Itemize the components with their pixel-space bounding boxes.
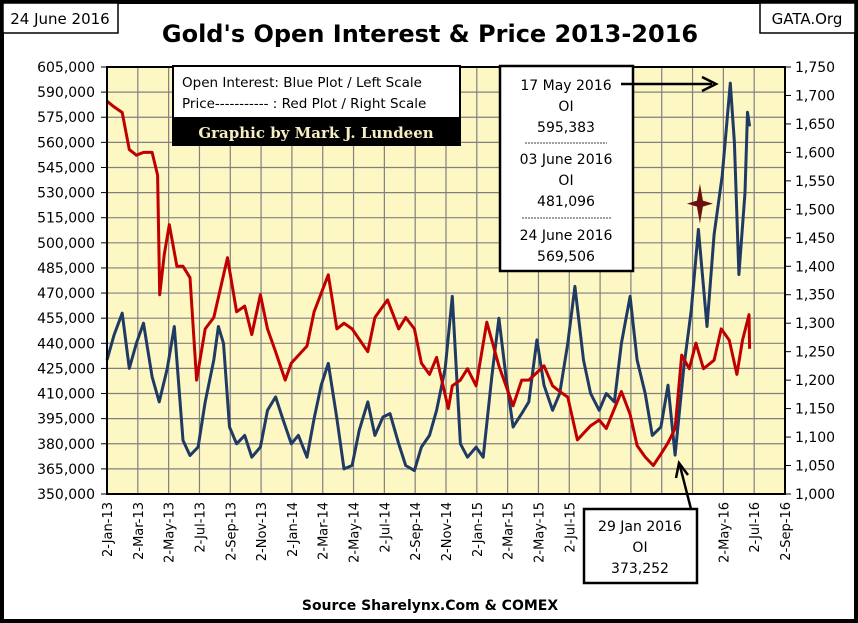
legend-box xyxy=(172,65,461,119)
site-label: GATA.Org xyxy=(772,10,843,28)
ann-june24-value: 569,506 xyxy=(537,249,595,265)
y-right-tick-label: 1,750 xyxy=(795,60,835,76)
x-tick-label: 2-Jul-16 xyxy=(748,502,763,553)
ann-may-value: 595,383 xyxy=(537,120,595,136)
y-left-tick-label: 560,000 xyxy=(37,135,95,151)
y-left-tick-label: 470,000 xyxy=(37,286,95,302)
y-left-tick-label: 440,000 xyxy=(37,336,95,352)
y-left-tick-label: 380,000 xyxy=(37,437,95,453)
annotation-box-low xyxy=(582,507,699,585)
y-axis-labels: 350,000 365,000 380,000 395,000 410,000 425,0… xyxy=(37,60,835,503)
arrow-to-jan-low-icon xyxy=(674,460,693,510)
x-tick-label: 2-Jan-15 xyxy=(471,502,486,557)
y-left-tick-label: 485,000 xyxy=(37,261,95,277)
y-right-tick-label: 1,150 xyxy=(795,402,835,418)
arrow-to-may-peak-icon xyxy=(621,75,719,93)
credit-band xyxy=(172,118,461,146)
x-tick-label: 2-Nov-14 xyxy=(440,502,455,561)
y-right-tick-label: 1,200 xyxy=(795,373,835,389)
ann-may-date: 17 May 2016 xyxy=(520,78,611,94)
x-tick-label: 2-May-14 xyxy=(348,502,363,563)
x-tick-label: 2-Jul-15 xyxy=(563,502,578,553)
y-left-tick-label: 500,000 xyxy=(37,236,95,252)
x-tick-label: 2-Sep-16 xyxy=(779,502,794,561)
y-right-tick-label: 1,350 xyxy=(795,288,835,304)
ann-june3-label: OI xyxy=(558,173,573,189)
report-date: 24 June 2016 xyxy=(10,10,109,28)
x-tick-label: 2-Sep-13 xyxy=(224,502,239,561)
y-right-tick-label: 1,650 xyxy=(795,117,835,133)
source-note: Source Sharelynx.Com & COMEX xyxy=(302,598,558,614)
y-left-tick-label: 425,000 xyxy=(37,361,95,377)
x-tick-label: 2-May-13 xyxy=(163,502,178,563)
y-left-tick-label: 455,000 xyxy=(37,311,95,327)
x-tick-label: 2-Jan-13 xyxy=(101,502,116,557)
site-box xyxy=(759,2,856,34)
y-right-tick-label: 1,700 xyxy=(795,88,835,104)
ann-jan-label: OI xyxy=(632,540,647,556)
y-left-tick-label: 575,000 xyxy=(37,110,95,126)
y-left-tick-label: 530,000 xyxy=(37,186,95,202)
ann-june3-date: 03 June 2016 xyxy=(520,152,613,168)
y-left-tick-label: 545,000 xyxy=(37,160,95,176)
y-right-tick-label: 1,100 xyxy=(795,430,835,446)
ann-june24-date: 24 June 2016 xyxy=(520,228,613,244)
x-tick-label: 2-Mar-15 xyxy=(502,502,517,560)
x-tick-label: 2-Mar-14 xyxy=(317,502,332,560)
star-marker-icon xyxy=(686,183,713,224)
y-left-tick-label: 590,000 xyxy=(37,85,95,101)
y-left-tick-label: 350,000 xyxy=(37,487,95,503)
ann-may-label: OI xyxy=(558,99,573,115)
y-right-tick-label: 1,450 xyxy=(795,231,835,247)
y-left-tick-label: 365,000 xyxy=(37,462,95,478)
y-right-tick-label: 1,300 xyxy=(795,316,835,332)
ann-jan-value: 373,252 xyxy=(611,561,669,577)
legend-oi: Open Interest: Blue Plot / Left Scale xyxy=(182,75,422,91)
annotation-box-peaks xyxy=(498,64,635,273)
x-tick-label: 2-Jul-14 xyxy=(378,502,393,553)
y-right-tick-label: 1,550 xyxy=(795,174,835,190)
y-left-tick-label: 605,000 xyxy=(37,60,95,76)
y-right-tick-label: 1,600 xyxy=(795,145,835,161)
x-tick-label: 2-Mar-13 xyxy=(132,502,147,560)
x-tick-label: 2-May-15 xyxy=(532,502,547,563)
ann-jan-date: 29 Jan 2016 xyxy=(598,519,682,535)
x-tick-label: 2-Sep-14 xyxy=(409,502,424,561)
y-right-tick-label: 1,250 xyxy=(795,345,835,361)
y-right-tick-label: 1,000 xyxy=(795,487,835,503)
date-box xyxy=(2,2,119,34)
x-tick-label: 2-Jan-14 xyxy=(286,502,301,557)
y-right-tick-label: 1,500 xyxy=(795,202,835,218)
y-right-tick-label: 1,400 xyxy=(795,259,835,275)
series-price xyxy=(106,100,752,467)
chart-title: Gold's Open Interest & Price 2013-2016 xyxy=(162,20,698,48)
ann-june3-value: 481,096 xyxy=(537,194,595,210)
y-right-tick-label: 1,050 xyxy=(795,459,835,475)
y-left-tick-label: 515,000 xyxy=(37,211,95,227)
series-open-interest xyxy=(105,81,752,473)
legend-price: Price----------- : Red Plot / Right Scal… xyxy=(182,96,426,112)
y-left-tick-label: 410,000 xyxy=(37,387,95,403)
x-tick-label: 2-May-16 xyxy=(717,502,732,563)
x-axis-labels: 2-Jan-13 2-Mar-13 2-May-13 2-Jul-13 2-Sep-13… xyxy=(101,502,794,563)
credit-text: Graphic by Mark J. Lundeen xyxy=(198,124,433,142)
x-tick-label: 2-Nov-13 xyxy=(255,502,270,561)
x-tick-label: 2-Jul-13 xyxy=(193,502,208,553)
y-left-tick-label: 395,000 xyxy=(37,412,95,428)
